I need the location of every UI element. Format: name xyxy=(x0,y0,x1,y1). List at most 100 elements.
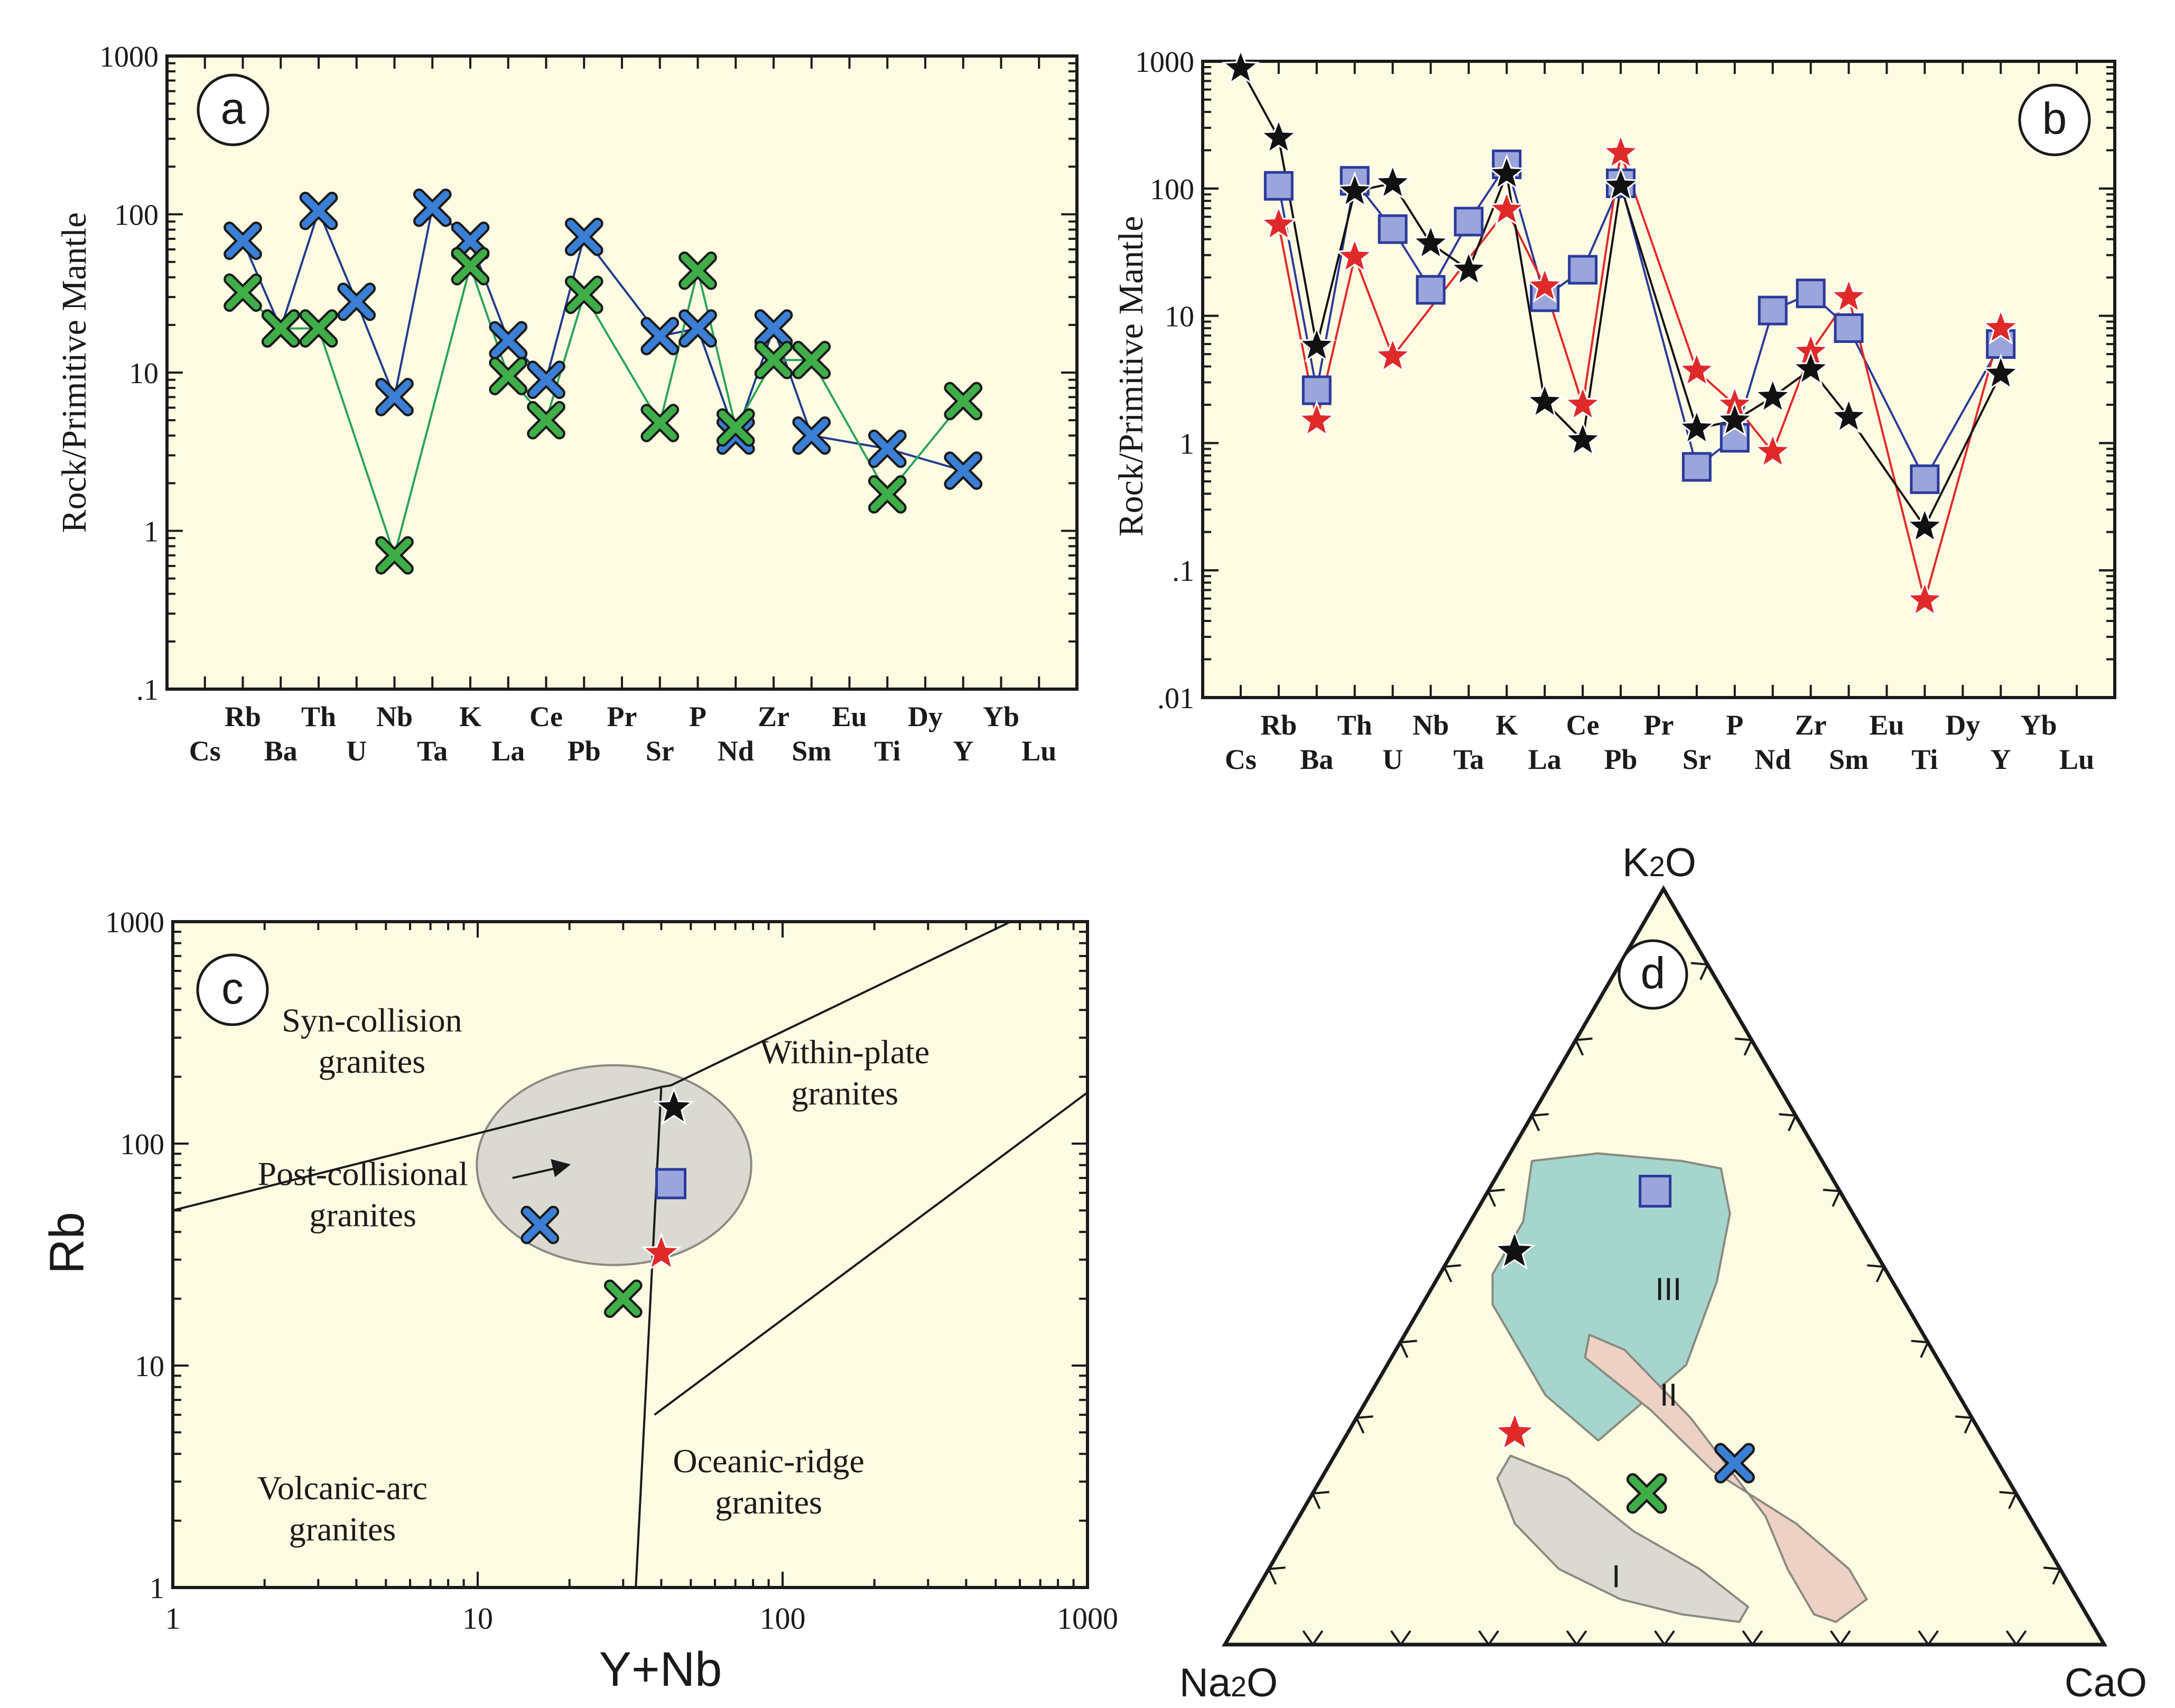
blue-square-point xyxy=(1263,171,1294,201)
ternary-tick xyxy=(1779,1113,1798,1131)
field-label: granites xyxy=(791,1074,898,1112)
ternary-tick xyxy=(1911,1340,1930,1358)
black-star-point xyxy=(1791,349,1830,386)
field-label: granites xyxy=(289,1510,396,1548)
red-star-point xyxy=(1981,308,2020,345)
x-tick-label: P xyxy=(1726,709,1743,741)
red-star-point xyxy=(1487,189,1526,227)
y-tick-label: 100 xyxy=(1150,173,1194,206)
apex-k2o-o: O xyxy=(1665,840,1696,885)
apex-na2o-sub: 2 xyxy=(1231,1671,1247,1703)
black-star-point xyxy=(1373,163,1412,200)
red-star-point xyxy=(1259,204,1298,242)
field-label: Oceanic-ridge xyxy=(673,1442,864,1480)
green-cross-point xyxy=(299,309,338,348)
green-cross-point xyxy=(603,1279,643,1318)
x-tick-label: Dy xyxy=(1945,709,1980,741)
apex-na2o: Na2O xyxy=(1179,1660,1278,1705)
blue-square-point xyxy=(1758,295,1788,326)
x-tick-label: Nb xyxy=(1412,709,1449,741)
arrow-head-icon xyxy=(551,1159,571,1177)
x-tick-label: Rb xyxy=(1260,709,1297,741)
x-tick-label: Yb xyxy=(2021,709,2057,741)
field-label: Syn-collision xyxy=(282,1001,462,1039)
ternary-tick xyxy=(1302,1630,1324,1647)
black-star-point xyxy=(1525,382,1564,419)
y-tick-label: 100 xyxy=(120,1128,164,1161)
ternary-tick xyxy=(1955,1415,1974,1434)
black-star-point xyxy=(1563,420,1602,457)
x-tick-label: Rb xyxy=(225,701,261,732)
green-cross-point xyxy=(375,536,414,575)
x-tick-label: Nb xyxy=(376,701,413,732)
blue-cross-point xyxy=(868,429,907,468)
green-cross-point xyxy=(944,382,983,421)
red-star-point xyxy=(1525,266,1564,303)
x-tick-label: Sr xyxy=(646,735,674,767)
blue-square-point xyxy=(1416,275,1446,305)
panel-a-plot-area xyxy=(165,54,1079,691)
y-tick-label: 10 xyxy=(129,357,159,390)
ternary-tick xyxy=(2005,1630,2027,1647)
red-star-point xyxy=(1753,432,1792,469)
blue-cross-point xyxy=(1714,1443,1755,1484)
ternary-tick xyxy=(1530,1113,1549,1131)
blue-square-point xyxy=(1796,279,1826,309)
green-cross-point xyxy=(640,404,680,442)
x-tick-label: Sr xyxy=(1683,744,1711,775)
blue-square-point xyxy=(1378,214,1408,244)
panel-c-ylabel: Rb xyxy=(40,1212,94,1274)
panel-a-ticks xyxy=(167,55,1077,690)
green-cross-point xyxy=(792,340,831,379)
x-tick-label: La xyxy=(491,735,525,767)
x-tick-label: Dy xyxy=(908,701,943,732)
field-label: granites xyxy=(319,1043,426,1080)
red-star-point xyxy=(641,1232,682,1271)
ternary-tick xyxy=(1442,1264,1461,1283)
x-tick-label: Ba xyxy=(1300,744,1333,775)
ternary-tick xyxy=(1823,1189,1842,1207)
x-tick-label: Y xyxy=(1991,744,2011,775)
ternary-tick xyxy=(1267,1566,1286,1585)
x-tick-label: 100 xyxy=(760,1601,806,1636)
ternary-tick xyxy=(1486,1189,1505,1207)
red-star-point xyxy=(1829,277,1868,314)
x-tick-label: Zr xyxy=(1795,709,1827,741)
x-tick-label: Ce xyxy=(529,701,563,732)
panel-b-ylabel: Rock/Primitive Mantle xyxy=(1112,216,1150,537)
y-tick-label: 1 xyxy=(144,516,159,549)
x-tick-label: La xyxy=(1528,744,1561,775)
green-cross-point xyxy=(451,247,490,286)
ternary-tick xyxy=(1867,1264,1886,1283)
x-tick-label: Cs xyxy=(1225,744,1257,775)
x-tick-label: Pb xyxy=(568,735,601,767)
blue-cross-point xyxy=(520,1205,560,1245)
green-cross-point xyxy=(224,273,262,312)
black-star-point xyxy=(1753,377,1792,414)
blue-cross-point xyxy=(527,360,565,400)
green-cross-point xyxy=(564,275,603,314)
field-I xyxy=(1496,1454,1749,1623)
x-tick-label: Yb xyxy=(983,701,1019,732)
blue-cross-point xyxy=(564,217,603,256)
x-tick-label: Nd xyxy=(718,735,754,767)
blue-cross-point xyxy=(224,221,262,261)
x-tick-label: Nd xyxy=(1754,744,1791,775)
blue-cross-point xyxy=(489,321,528,360)
x-tick-label: Th xyxy=(301,701,336,732)
panel-a-label: a xyxy=(221,83,246,133)
panel-c-label-circle xyxy=(196,953,269,1026)
x-tick-label: Eu xyxy=(1869,709,1904,741)
blue-square-point xyxy=(1568,255,1598,285)
green-cross-point xyxy=(489,357,528,396)
panel-c-label: c xyxy=(221,963,244,1013)
black-star-point xyxy=(1493,1229,1536,1270)
y-tick-label: 1000 xyxy=(1135,46,1194,79)
green-cross-point xyxy=(716,408,755,447)
red-star-point xyxy=(1563,384,1602,421)
x-tick-label: U xyxy=(346,735,367,767)
black-star-point xyxy=(1221,48,1260,85)
